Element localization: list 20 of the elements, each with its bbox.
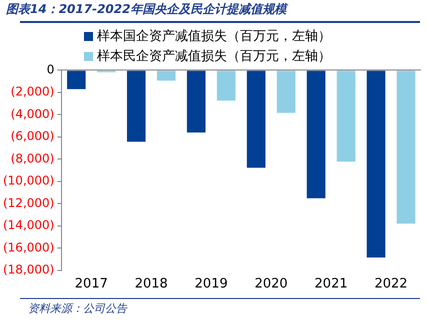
y-tick-label: (14,000) — [2, 218, 54, 232]
x-tick-label: 2022 — [374, 276, 408, 292]
y-tick-label: (8,000) — [10, 151, 54, 166]
y-tick-label: 0 — [46, 62, 54, 76]
y-tick-label: (6,000) — [10, 129, 54, 144]
x-tick-label: 2017 — [74, 276, 108, 292]
y-tick-label: (10,000) — [2, 174, 54, 188]
x-tick-label: 2018 — [134, 276, 168, 292]
y-tick-label: (2,000) — [10, 84, 54, 99]
x-tick-label: 2020 — [254, 276, 288, 292]
y-tick-label: (12,000) — [2, 196, 54, 210]
x-tick-label: 2021 — [314, 276, 348, 292]
text: 资料来源：公司公告 — [28, 301, 127, 316]
chart-title: 图表14：2017-2022年国央企及民企计提减值规模 — [6, 1, 286, 18]
y-tick-label: (18,000) — [2, 262, 54, 277]
x-tick-label: 2019 — [194, 276, 228, 292]
legend-label: 样本国企资产减值损失（百万元，左轴） — [97, 28, 331, 45]
y-tick-label: (16,000) — [2, 240, 54, 254]
y-tick-label: (4,000) — [10, 106, 54, 121]
legend-label: 样本民企资产减值损失（百万元，左轴） — [97, 48, 331, 65]
